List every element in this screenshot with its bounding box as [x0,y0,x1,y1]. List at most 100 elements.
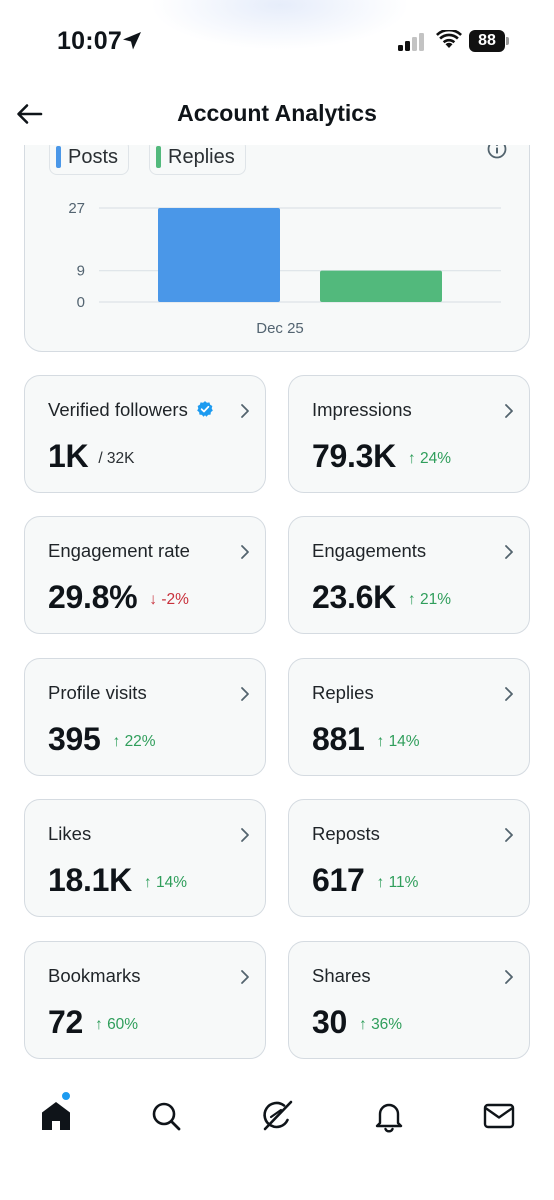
metric-value-text: 395 [48,721,101,757]
nav-messages[interactable] [479,1096,519,1136]
metric-value: 29.8% ↓ -2% [48,579,189,616]
legend-posts-label: Posts [68,146,119,168]
bell-icon [375,1103,403,1133]
metric-total: / 32K [98,450,134,467]
location-arrow-icon [123,32,141,50]
metric-change: ↑ 14% [377,733,420,750]
metric-label-text: Replies [312,682,374,703]
metric-label: Reposts [312,823,380,845]
verified-badge-icon [197,401,213,417]
metric-label: Likes [48,823,91,845]
chevron-right-icon [241,687,249,701]
metric-value: 617 ↑ 11% [312,862,418,899]
page-title: Account Analytics [177,100,377,126]
metric-value-text: 72 [48,1004,83,1040]
arrow-left-icon[interactable] [14,102,44,126]
top-bar: Account Analytics [0,82,554,144]
bar-posts[interactable] [158,208,280,302]
metric-change-text: 24% [419,450,451,467]
nav-grok[interactable] [257,1096,297,1136]
nav-home[interactable] [36,1091,76,1136]
metric-label-text: Shares [312,965,371,986]
chevron-right-icon [241,970,249,984]
status-bar: 10:07 88 [0,0,554,80]
x-tick-label: Dec 25 [256,320,304,337]
metric-card-verified-followers[interactable]: Verified followers 1K / 32K [24,375,266,493]
legend-replies[interactable]: Replies [149,139,246,175]
legend-replies-label: Replies [168,146,235,168]
metric-change: ↑ 24% [408,450,451,467]
y-tick-label: 9 [77,263,85,280]
metric-label-text: Likes [48,823,92,844]
metric-label-text: Engagements [312,540,427,561]
metric-card-engagement-rate[interactable]: Engagement rate 29.8% ↓ -2% [24,516,266,634]
metric-card-replies[interactable]: Replies 881 ↑ 14% [288,658,530,776]
mail-icon [483,1103,515,1129]
battery-cap [506,37,509,45]
arrow-up-icon: ↑ [376,733,389,750]
y-tick-label: 0 [77,294,85,311]
metric-card-profile-visits[interactable]: Profile visits 395 ↑ 22% [24,658,266,776]
metric-change-text: 22% [124,733,156,750]
metric-change-text: 60% [107,1016,139,1033]
metric-card-bookmarks[interactable]: Bookmarks 72 ↑ 60% [24,941,266,1059]
chevron-right-icon [505,404,513,418]
metric-change-text: -2% [161,591,189,608]
metric-label: Shares [312,965,371,987]
bar-chart: 27 9 0 Dec 25 [68,200,501,337]
legend-posts-swatch [56,146,61,168]
metric-change-text: 36% [371,1016,403,1033]
grok-icon [263,1100,293,1131]
chevron-right-icon [505,687,513,701]
wifi-icon [436,30,462,48]
metric-value-text: 30 [312,1004,347,1040]
metric-label-text: Engagement rate [48,540,190,561]
y-tick-label: 27 [68,200,85,217]
metric-label: Verified followers [48,399,214,421]
arrow-up-icon: ↑ [407,450,420,467]
metric-change: ↑ 11% [377,874,419,891]
metric-label-text: Reposts [312,823,380,844]
arrow-down-icon: ↓ [149,591,162,608]
metric-value: 881 ↑ 14% [312,721,420,758]
metric-label-text: Bookmarks [48,965,141,986]
metric-label-text: Verified followers [48,399,188,420]
notification-dot [61,1091,71,1101]
metric-change: ↑ 14% [144,874,187,891]
metric-label: Engagements [312,540,426,562]
metric-value-text: 18.1K [48,862,132,898]
chevron-right-icon [241,545,249,559]
chevron-right-icon [241,404,249,418]
metric-value-text: 23.6K [312,579,396,615]
metric-card-reposts[interactable]: Reposts 617 ↑ 11% [288,799,530,917]
metric-label: Profile visits [48,682,147,704]
metric-card-engagements[interactable]: Engagements 23.6K ↑ 21% [288,516,530,634]
metric-label: Impressions [312,399,412,421]
status-time: 10:07 [57,27,122,55]
battery-icon: 88 [469,30,509,52]
metric-value: 18.1K ↑ 14% [48,862,187,899]
status-glow [150,0,410,50]
metric-value-text: 29.8% [48,579,138,615]
metric-value-text: 1K [48,438,89,474]
nav-search[interactable] [146,1096,186,1136]
metric-card-shares[interactable]: Shares 30 ↑ 36% [288,941,530,1059]
home-icon [42,1102,70,1130]
metric-change-text: 21% [419,591,451,608]
arrow-up-icon: ↑ [95,1016,108,1033]
nav-notifications[interactable] [369,1096,409,1136]
metric-label-text: Impressions [312,399,412,420]
metric-value: 72 ↑ 60% [48,1004,138,1041]
metric-card-impressions[interactable]: Impressions 79.3K ↑ 24% [288,375,530,493]
metric-change: ↓ -2% [149,591,189,608]
metric-card-likes[interactable]: Likes 18.1K ↑ 14% [24,799,266,917]
arrow-up-icon: ↑ [376,874,389,891]
metric-label: Bookmarks [48,965,141,987]
metric-label-text: Profile visits [48,682,147,703]
battery-level: 88 [469,30,505,52]
metric-change: ↑ 22% [113,733,156,750]
metric-value-text: 617 [312,862,365,898]
bar-replies[interactable] [320,270,442,302]
metric-value: 23.6K ↑ 21% [312,579,451,616]
chevron-right-icon [505,545,513,559]
